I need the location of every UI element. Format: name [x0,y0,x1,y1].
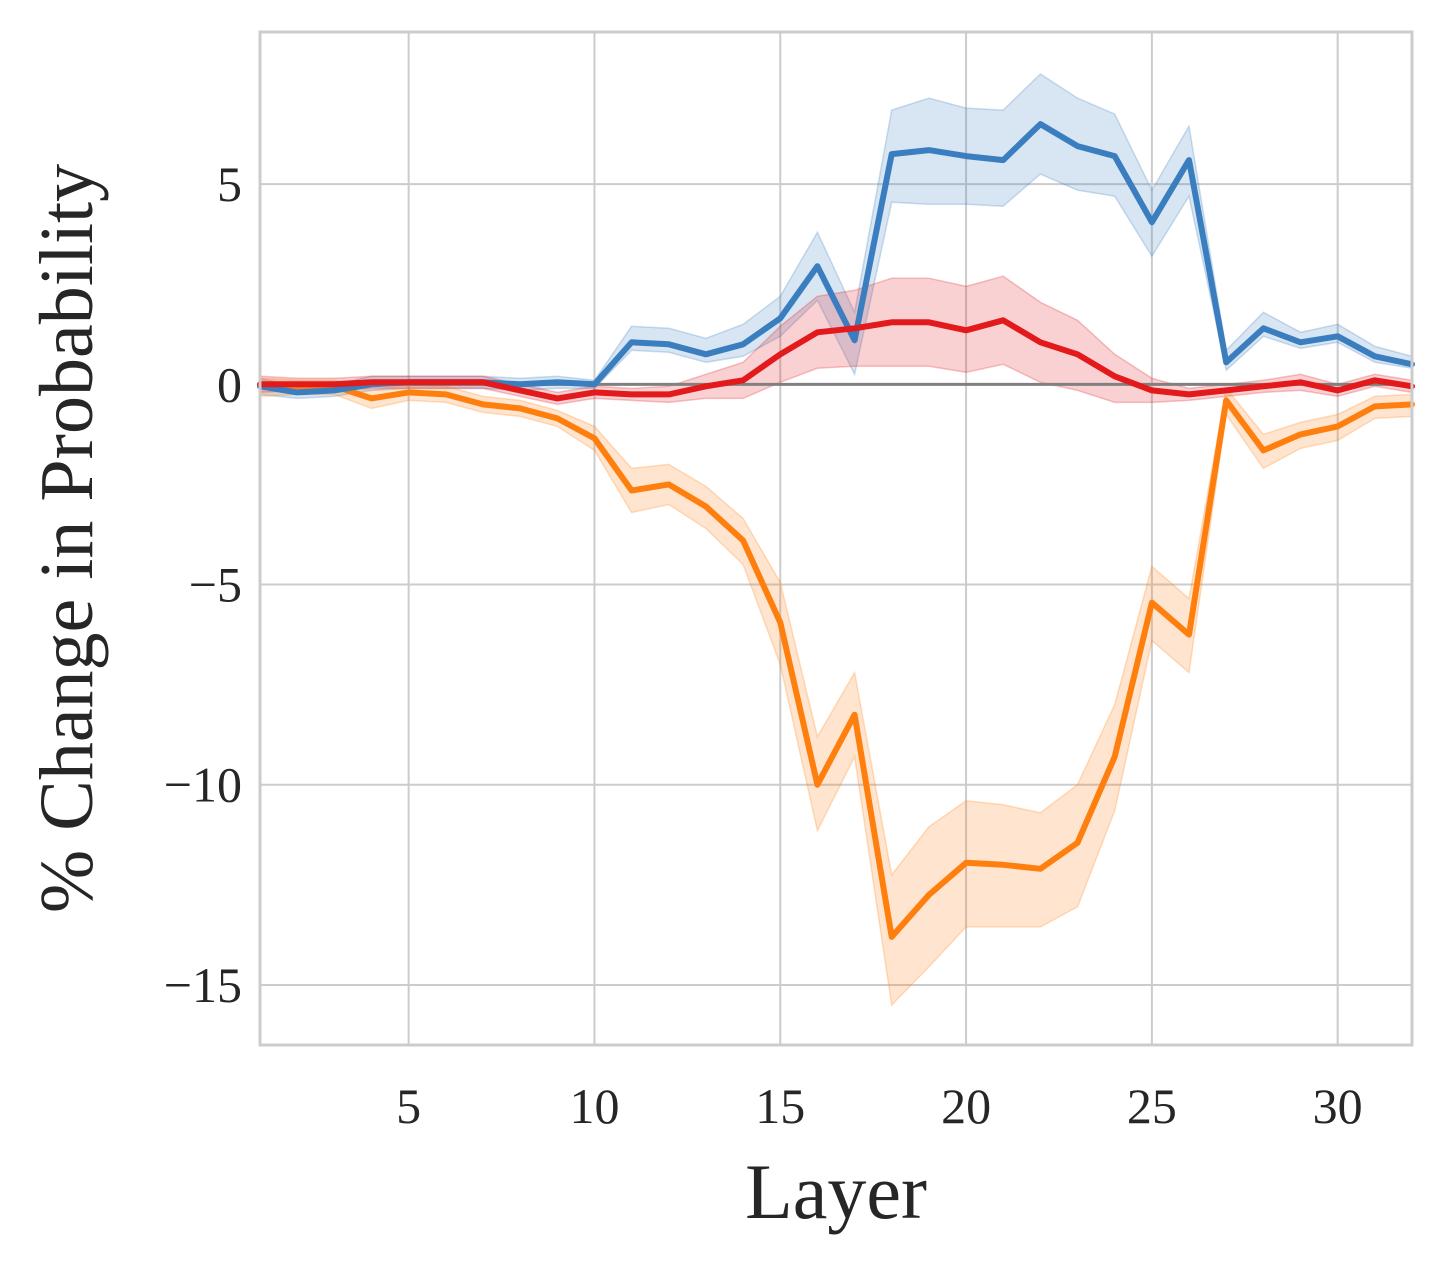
x-tick-label: 30 [1313,1078,1363,1134]
plot-frame [258,30,1414,1047]
y-tick-label: −10 [164,757,242,813]
orange-confidence-band [259,377,1413,1007]
y-axis-label: % Change in Probability [25,164,109,913]
confidence-bands [259,73,1413,1007]
y-tick-label: −5 [189,557,242,613]
x-tick-label: 25 [1127,1078,1177,1134]
tick-labels: 5 10 15 20 25 30 5 0 −5 −10 −15 [164,156,1363,1134]
y-tick-label: 0 [217,356,242,412]
grid [260,32,1412,1045]
x-tick-label: 15 [755,1078,805,1134]
x-tick-label: 10 [569,1078,619,1134]
x-axis-label: Layer [745,1148,927,1235]
y-tick-label: 5 [217,156,242,212]
x-tick-label: 5 [396,1078,421,1134]
red-series-line [257,317,1415,402]
series-lines [257,121,1415,940]
orange-series-line [257,383,1415,940]
y-tick-label: −15 [164,957,242,1013]
x-tick-label: 20 [941,1078,991,1134]
